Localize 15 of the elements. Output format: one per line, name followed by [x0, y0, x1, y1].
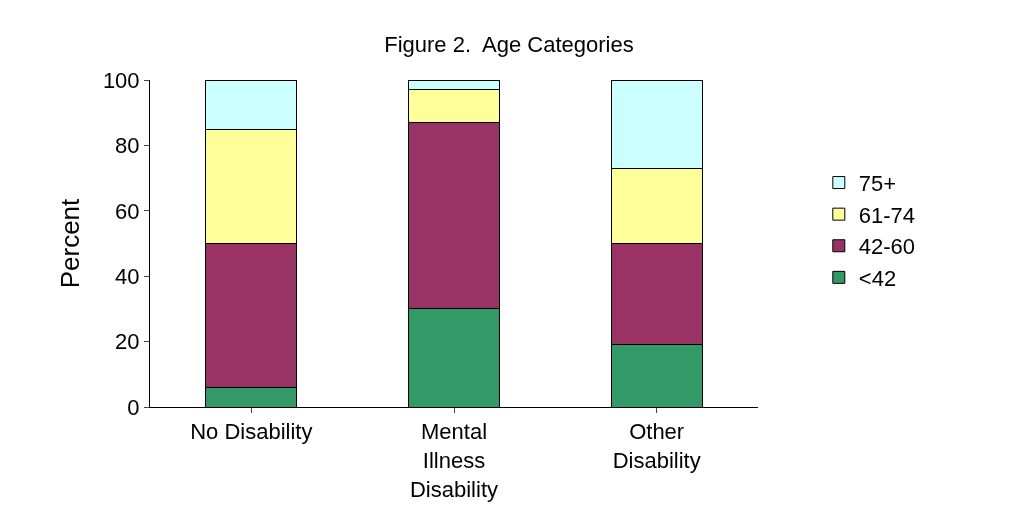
y-tick-label: 20	[115, 329, 140, 355]
x-tick-label: Other Disability	[612, 419, 701, 473]
x-tick-label: No Disability	[190, 419, 313, 445]
legend-label: 61-74	[858, 202, 916, 228]
y-tick-label: 80	[115, 133, 140, 159]
y-tick-label: 100	[102, 67, 140, 93]
x-tick-label: Mental Illness Disability	[409, 419, 499, 502]
legend-label: 75+	[858, 171, 897, 197]
legend-label: <42	[858, 265, 897, 291]
chart-title: Figure 2. Age Categories	[384, 31, 634, 57]
legend-label: 42-60	[858, 234, 916, 260]
y-tick-label: 40	[115, 263, 140, 289]
y-tick-label: 60	[115, 198, 140, 224]
y-axis-title: Percent	[55, 197, 86, 289]
y-tick-label: 0	[127, 394, 140, 420]
